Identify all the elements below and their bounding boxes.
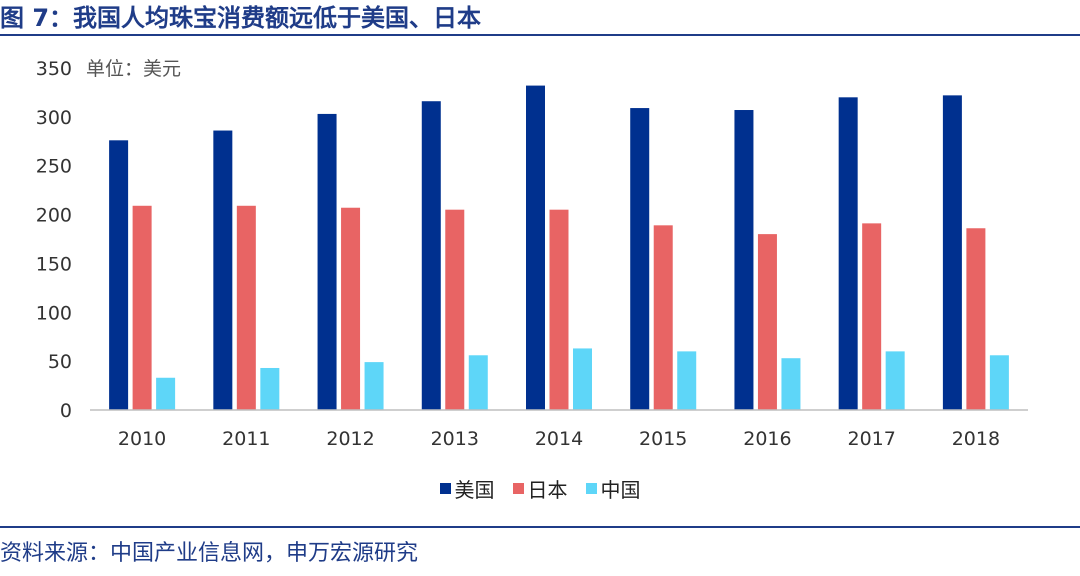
- legend-swatch: [512, 483, 524, 494]
- legend-item: 中国: [585, 474, 641, 503]
- legend-label: 美国: [454, 478, 495, 502]
- bar-美国-2017: [838, 97, 858, 411]
- x-tick-label: 2010: [118, 428, 166, 450]
- bar-日本-2011: [236, 205, 256, 410]
- x-tick-label: 2016: [743, 428, 791, 450]
- legend-swatch: [439, 483, 451, 494]
- legend-label: 日本: [527, 478, 568, 502]
- y-tick-label: 300: [36, 107, 72, 129]
- bar-美国-2018: [942, 95, 962, 411]
- bar-日本-2018: [966, 228, 986, 410]
- bar-美国-2014: [526, 85, 545, 411]
- x-tick-label: 2015: [639, 428, 687, 450]
- bar-日本-2017: [862, 223, 882, 410]
- bar-中国-2011: [260, 367, 280, 410]
- x-tick-label: 2013: [431, 428, 479, 450]
- bar-日本-2013: [445, 209, 465, 410]
- legend-label: 中国: [600, 478, 641, 502]
- y-tick-label: 200: [36, 205, 72, 227]
- bar-日本-2012: [341, 207, 361, 410]
- bar-chart: 0 50 100 150 200 250 300 350 单位：美元 2010 2011 2012 20…: [36, 58, 1028, 450]
- chart-legend: 美国 日本 中国: [0, 474, 1080, 503]
- bar-中国-2014: [573, 348, 592, 410]
- x-tick-label: 2011: [222, 428, 270, 450]
- bar-日本-2014: [549, 209, 569, 410]
- unit-label: 单位：美元: [86, 58, 181, 80]
- x-tick-label: 2017: [847, 428, 895, 450]
- footer-divider: [0, 526, 1080, 528]
- y-tick-label: 100: [36, 302, 72, 324]
- bar-日本-2010: [132, 205, 152, 410]
- y-tick-label: 350: [36, 58, 72, 80]
- x-tick-label: 2014: [535, 428, 583, 450]
- title-divider: [0, 34, 1080, 36]
- source-note: 资料来源：中国产业信息网，申万宏源研究: [0, 541, 419, 566]
- bar-日本-2016: [757, 234, 777, 410]
- y-tick-label: 50: [48, 351, 72, 373]
- bar-美国-2016: [734, 110, 754, 410]
- legend-item: 日本: [512, 474, 568, 503]
- y-tick-label: 250: [36, 156, 72, 178]
- bar-中国-2012: [364, 362, 384, 410]
- bar-美国-2011: [213, 130, 233, 410]
- bar-中国-2018: [989, 355, 1009, 410]
- x-tick-label: 2018: [952, 428, 1000, 450]
- legend-item: 美国: [439, 474, 495, 503]
- bar-中国-2013: [468, 355, 488, 410]
- y-tick-label: 150: [36, 253, 72, 275]
- bar-中国-2017: [885, 351, 905, 410]
- bar-中国-2015: [677, 351, 697, 410]
- bar-日本-2015: [653, 225, 673, 410]
- bar-美国-2012: [317, 113, 337, 410]
- bar-中国-2010: [156, 377, 176, 410]
- y-tick-label: 0: [60, 400, 72, 422]
- bar-美国-2013: [421, 101, 441, 411]
- legend-swatch: [585, 483, 597, 494]
- x-tick-label: 2012: [326, 428, 374, 450]
- figure-title: 图 7：我国人均珠宝消费额远低于美国、日本: [0, 4, 482, 32]
- bar-中国-2016: [781, 358, 801, 410]
- bar-美国-2010: [109, 140, 129, 410]
- bar-美国-2015: [630, 108, 650, 410]
